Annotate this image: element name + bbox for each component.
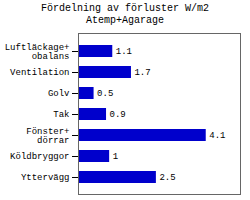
svg-text:Golv: Golv [48,89,70,99]
svg-text:Ventilation: Ventilation [10,68,69,78]
svg-text:1.7: 1.7 [134,68,150,78]
svg-text:Tak: Tak [53,110,69,120]
svg-text:0.5: 0.5 [97,89,113,99]
svg-text:Yttervägg: Yttervägg [21,173,70,183]
svg-text:2.5: 2.5 [159,173,175,183]
svg-text:1.1: 1.1 [116,47,132,57]
svg-text:Köldbryggor: Köldbryggor [10,152,69,162]
svg-text:Luftläckage+obalans: Luftläckage+obalans [5,43,70,62]
svg-text:0.9: 0.9 [110,110,126,120]
svg-text:Fönster+dörrar: Fönster+dörrar [26,127,69,146]
svg-text:4.1: 4.1 [209,131,225,141]
svg-text:1: 1 [113,152,118,162]
html-text:Fördelning av förluster W/m2 A: Fördelning av förluster W/m2 Atemp+Agara… [41,3,209,26]
